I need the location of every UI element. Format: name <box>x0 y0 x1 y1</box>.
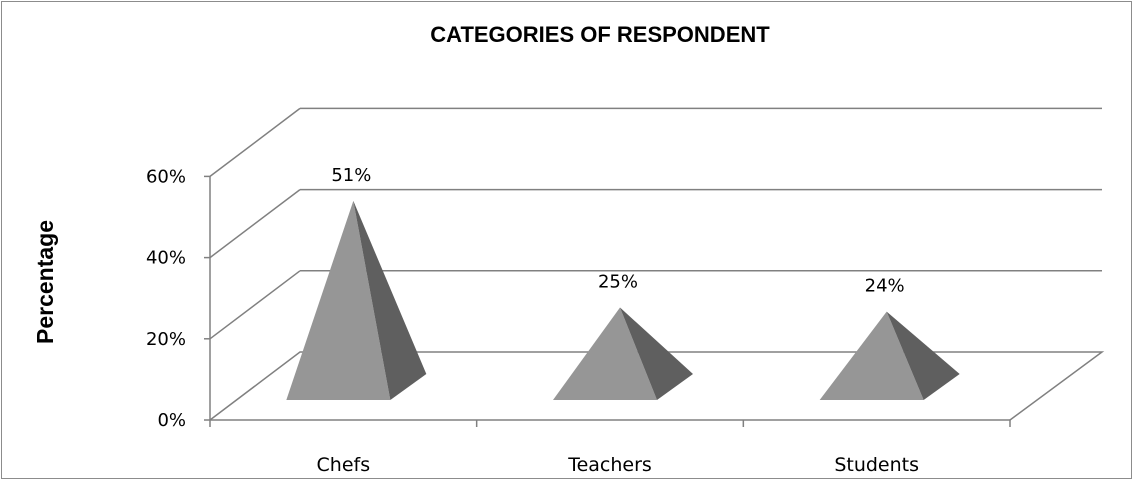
y-tick-label: 0% <box>157 410 186 431</box>
data-label: 51% <box>331 165 371 186</box>
category-label: Students <box>834 454 919 476</box>
pyramid-front-face <box>819 311 924 400</box>
gridline-diagonal <box>209 107 301 177</box>
data-labels: 51% 25% 24% <box>331 165 904 297</box>
y-tick-label: 20% <box>146 329 186 350</box>
y-tick-labels: 0% 20% 40% 60% <box>146 166 186 431</box>
data-label: 24% <box>865 276 905 297</box>
y-tick-label: 40% <box>146 248 186 269</box>
pyramid-marks <box>286 200 960 400</box>
y-axis-label: Percentage <box>32 220 58 344</box>
axes <box>204 175 1105 427</box>
pyramid-teachers <box>553 307 693 400</box>
category-labels: Chefs Teachers Students <box>317 454 919 476</box>
gridline-diagonal <box>209 270 301 340</box>
y-tick-label: 60% <box>146 166 186 187</box>
gridline-diagonal <box>209 189 301 259</box>
floor <box>209 351 1105 421</box>
category-label: Teachers <box>567 454 652 476</box>
chart-title: CATEGORIES OF RESPONDENT <box>430 22 770 47</box>
pyramid-side-face <box>353 200 427 400</box>
data-label: 25% <box>598 272 638 293</box>
pyramid-students <box>819 311 960 400</box>
pyramid-front-face <box>553 307 657 400</box>
pyramid-front-face <box>286 200 391 400</box>
category-label: Chefs <box>317 454 371 476</box>
pyramid-side-face <box>620 307 693 400</box>
pyramid-side-face <box>886 311 960 400</box>
pyramid-chefs <box>286 200 427 400</box>
gridlines <box>209 107 1102 340</box>
